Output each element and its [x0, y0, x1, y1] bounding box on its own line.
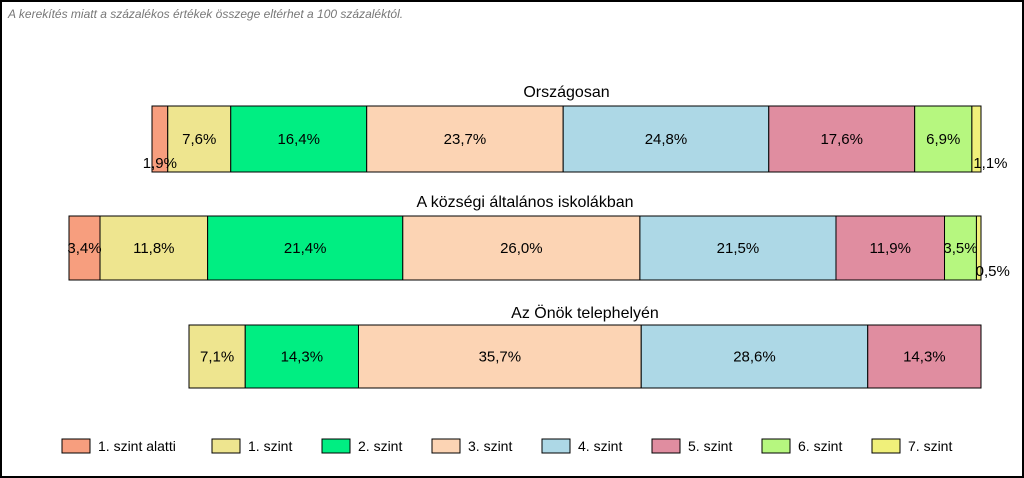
- legend-label-7: 6. szint: [798, 438, 842, 454]
- data-label-1-4: 23,7%: [444, 131, 487, 148]
- bar-segment-1-2: [167, 105, 232, 173]
- bar-segment-1-6: [768, 105, 916, 173]
- bar-segment-2-2: [99, 215, 209, 281]
- legend-swatch-8: [871, 438, 901, 454]
- legend-swatch-3: [321, 438, 351, 454]
- bar-segment-3-2: [188, 324, 246, 389]
- data-label-2-7: 3,5%: [943, 240, 977, 257]
- legend-swatch-2: [211, 438, 241, 454]
- legend-label-1: 1. szint alatti: [98, 438, 176, 454]
- data-label-2-4: 26,0%: [500, 240, 543, 257]
- bar-segment-1-8: [971, 105, 982, 173]
- data-label-1-6: 17,6%: [820, 131, 863, 148]
- bar-segment-2-8: [975, 215, 982, 281]
- data-label-3-5: 28,6%: [733, 349, 776, 366]
- data-label-2-6: 11,9%: [870, 240, 911, 257]
- data-label-1-5: 24,8%: [645, 131, 688, 148]
- data-label-1-7: 6,9%: [926, 131, 960, 148]
- bar-segment-3-6: [867, 324, 982, 389]
- data-label-2-5: 21,5%: [717, 240, 760, 257]
- bar-segment-2-6: [835, 215, 946, 281]
- bar-segment-3-3: [244, 324, 359, 389]
- legend-swatch-7: [761, 438, 791, 454]
- data-label-3-2: 7,1%: [200, 349, 234, 366]
- group-title-2: A községi általános iskolákban: [416, 194, 633, 211]
- rounding-note: A kerekítés miatt a százalékos értékek ö…: [8, 7, 404, 21]
- bar-segment-1-7: [914, 105, 973, 173]
- data-label-1-3: 16,4%: [277, 131, 320, 148]
- legend-swatch-1: [61, 438, 91, 454]
- legend-label-4: 3. szint: [468, 438, 512, 454]
- bar-segment-1-5: [562, 105, 770, 173]
- data-label-2-8: 0,5%: [976, 263, 1010, 280]
- legend-label-5: 4. szint: [578, 438, 622, 454]
- bar-segment-2-7: [944, 215, 977, 281]
- bar-segment-1-4: [366, 105, 564, 173]
- data-label-3-4: 35,7%: [479, 349, 522, 366]
- data-label-2-1: 3,4%: [67, 240, 101, 257]
- bar-segment-3-5: [640, 324, 869, 389]
- legend-swatch-6: [651, 438, 681, 454]
- legend-label-6: 5. szint: [688, 438, 732, 454]
- data-label-2-2: 11,8%: [133, 240, 174, 257]
- data-label-3-6: 14,3%: [903, 349, 946, 366]
- bar-segment-3-4: [357, 324, 642, 389]
- group-title-1: Országosan: [523, 84, 609, 101]
- group-title-3: Az Önök telephelyén: [511, 304, 659, 322]
- bar-segment-2-3: [207, 215, 404, 281]
- legend-swatch-4: [431, 438, 461, 454]
- data-label-1-2: 7,6%: [182, 131, 216, 148]
- legend-label-2: 1. szint: [248, 438, 292, 454]
- legend-label-3: 2. szint: [358, 438, 402, 454]
- data-label-1-1: 1,9%: [143, 155, 177, 172]
- data-label-2-3: 21,4%: [284, 240, 327, 257]
- legend-label-8: 7. szint: [908, 438, 952, 454]
- data-label-3-3: 14,3%: [281, 349, 324, 366]
- data-label-1-8: 1,1%: [973, 155, 1007, 172]
- bar-segment-2-5: [639, 215, 837, 281]
- legend-swatch-5: [541, 438, 571, 454]
- bar-segment-2-4: [402, 215, 641, 281]
- bar-segment-2-1: [68, 215, 101, 281]
